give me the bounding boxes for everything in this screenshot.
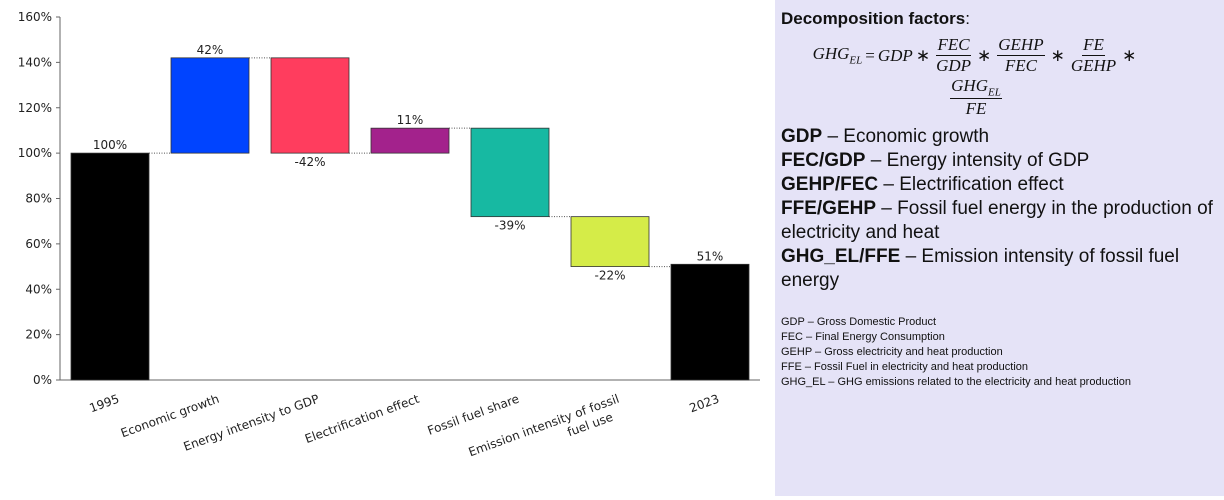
y-tick-label: 100% bbox=[18, 146, 52, 160]
abbreviation: FEC – Final Energy Consumption bbox=[781, 331, 945, 344]
formula: GHGEL = GDP ∗ FEC GDP ∗ GEHP FEC ∗ FE GEHP ∗ GHGEL FE bbox=[811, 35, 1141, 119]
definition-text: – Fossil fuel energy in the production o… bbox=[781, 198, 1213, 244]
abbreviations: GDP – Gross Domestic Product FEC – Final … bbox=[781, 315, 1218, 390]
definition: GDP – Economic growth bbox=[781, 125, 1218, 149]
bar bbox=[370, 127, 450, 154]
y-tick-label: 40% bbox=[25, 282, 52, 296]
formula-sub: EL bbox=[988, 86, 1001, 99]
bar bbox=[670, 263, 750, 381]
formula-term: GDP bbox=[877, 45, 913, 65]
fraction: GEHP FEC bbox=[997, 35, 1045, 76]
definition-term: GHG_EL/FFE bbox=[781, 246, 901, 268]
numerator: FEC bbox=[936, 35, 971, 56]
legend-panel: Decomposition factors: GHGEL = GDP ∗ FEC GDP ∗… bbox=[775, 0, 1224, 496]
definition: FFE/GEHP – Fossil fuel energy in the pro… bbox=[781, 197, 1218, 245]
x-tick-label: 2023 bbox=[688, 392, 721, 416]
bar bbox=[270, 57, 350, 154]
formula-op: ∗ bbox=[1122, 45, 1137, 65]
denominator: FEC bbox=[1004, 56, 1037, 75]
formula-sub: EL bbox=[849, 54, 863, 67]
data-label: 42% bbox=[197, 43, 224, 57]
y-tick-label: 20% bbox=[25, 328, 52, 342]
y-tick-label: 120% bbox=[18, 101, 52, 115]
definition: GEHP/FEC – Electrification effect bbox=[781, 173, 1218, 197]
formula-op: ∗ bbox=[915, 45, 931, 65]
fraction: GHGEL FE bbox=[950, 76, 1002, 119]
bar bbox=[570, 216, 650, 267]
formula-op: = bbox=[865, 45, 875, 65]
definition: GHG_EL/FFE – Emission intensity of fossi… bbox=[781, 245, 1218, 293]
data-label: 11% bbox=[397, 113, 424, 127]
panel-heading: Decomposition factors: bbox=[781, 9, 1218, 29]
bar bbox=[70, 152, 150, 381]
numerator: GHGEL bbox=[950, 76, 1002, 100]
formula-lhs: GHGEL bbox=[812, 44, 863, 67]
definition-text: – Electrification effect bbox=[878, 174, 1064, 196]
formula-op: ∗ bbox=[977, 45, 992, 65]
formula-op: ∗ bbox=[1050, 45, 1065, 65]
chart: 0% 20% 40% 60% 80% 100% 120% 140% 160% 100% 1995 42… bbox=[18, 10, 760, 459]
abbreviation: GEHP – Gross electricity and heat produc… bbox=[781, 346, 1003, 359]
definition: FEC/GDP – Energy intensity of GDP bbox=[781, 149, 1218, 173]
y-tick-label: 140% bbox=[18, 55, 52, 69]
definition-text: – Economic growth bbox=[822, 126, 990, 148]
definition-text: – Emission intensity of fossil fuel ener… bbox=[781, 246, 1180, 292]
data-label: -42% bbox=[294, 155, 325, 169]
abbreviation: GDP – Gross Domestic Product bbox=[781, 316, 937, 329]
numerator: GEHP bbox=[997, 35, 1045, 56]
denominator: GDP bbox=[936, 56, 972, 75]
denominator: GEHP bbox=[1070, 56, 1117, 75]
data-label: 51% bbox=[697, 249, 724, 263]
heading-suffix: : bbox=[965, 9, 970, 28]
heading-text: Decomposition factors bbox=[781, 9, 966, 28]
data-label: -22% bbox=[594, 269, 625, 283]
x-tick-label: 1995 bbox=[88, 392, 121, 416]
y-tick-label: 0% bbox=[33, 373, 52, 387]
data-label: 100% bbox=[93, 138, 127, 152]
definition-term: FEC/GDP bbox=[781, 150, 866, 172]
definition-term: FFE/GEHP bbox=[781, 198, 877, 220]
abbreviation: FFE – Fossil Fuel in electricity and hea… bbox=[781, 361, 1029, 374]
y-tick-label: 60% bbox=[25, 237, 52, 251]
definition-text: – Energy intensity of GDP bbox=[865, 150, 1090, 172]
data-label: -39% bbox=[494, 219, 525, 233]
y-tick-label: 160% bbox=[18, 10, 52, 24]
definition-term: GDP bbox=[781, 126, 823, 148]
x-tick-label: Electrification effect bbox=[303, 392, 421, 446]
denominator: FE bbox=[965, 99, 987, 119]
numerator: FE bbox=[1082, 35, 1105, 56]
fraction: FEC GDP bbox=[936, 35, 971, 76]
bar bbox=[470, 127, 550, 218]
fraction: FE GEHP bbox=[1071, 35, 1116, 76]
y-tick-label: 80% bbox=[25, 192, 52, 206]
definitions: GDP – Economic growth FEC/GDP – Energy in… bbox=[781, 125, 1218, 293]
definition-term: GEHP/FEC bbox=[781, 174, 879, 196]
abbreviation: GHG_EL – GHG emissions related to the el… bbox=[781, 376, 1131, 389]
bar bbox=[170, 57, 250, 154]
